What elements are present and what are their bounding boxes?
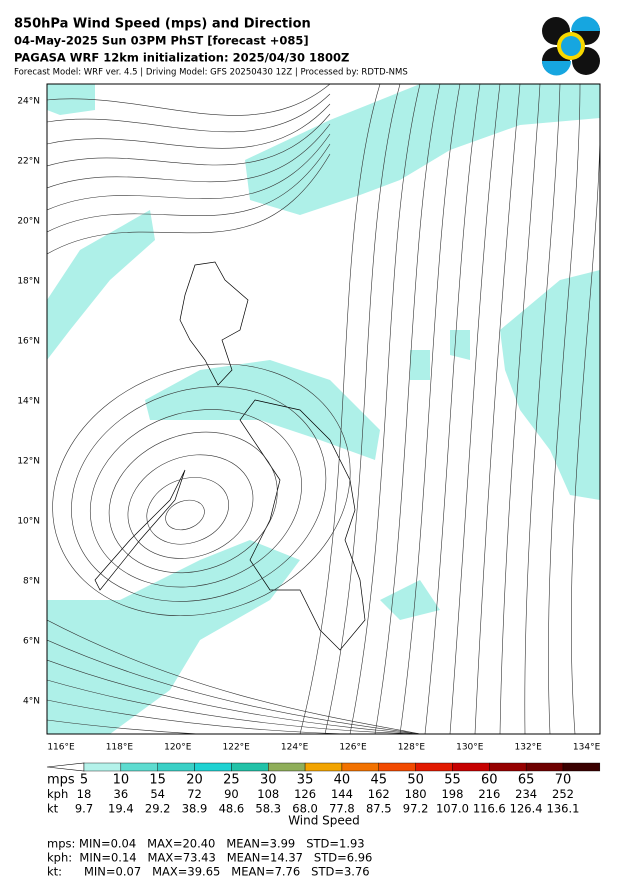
colorbar-label: 20 [186, 773, 203, 788]
lon-label: 130°E [456, 743, 484, 753]
initialization: PAGASA WRF 12km initialization: 2025/04/… [14, 51, 349, 65]
lon-label: 132°E [515, 743, 543, 753]
colorbar-segment [416, 763, 453, 771]
colorbar-extend-min [47, 763, 84, 771]
colorbar-label: 29.2 [145, 802, 171, 816]
lat-label: 4°N [23, 697, 40, 707]
map [17, 84, 601, 737]
colorbar-segment [379, 763, 416, 771]
lon-label: 126°E [339, 743, 367, 753]
colorbar-label: 116.6 [473, 802, 506, 816]
colorbar-label: 58.3 [255, 802, 281, 816]
colorbar-label: 54 [150, 787, 165, 801]
colorbar-segment [489, 763, 526, 771]
colorbar-label: 35 [297, 773, 314, 788]
colorbar-label: 70 [555, 773, 572, 788]
colorbar-title: Wind Speed [288, 814, 360, 828]
lat-label: 6°N [23, 637, 40, 647]
colorbar-segment [231, 763, 268, 771]
colorbar-label: 10 [113, 773, 130, 788]
colorbar-label: 162 [368, 787, 390, 801]
colorbar-segment [305, 763, 342, 771]
colorbar-unit: kt [47, 802, 59, 816]
colorbar-label: 108 [257, 787, 279, 801]
colorbar-label: 55 [444, 773, 461, 788]
lon-label: 116°E [47, 743, 75, 753]
lon-label: 124°E [281, 743, 309, 753]
colorbar-label: 40 [334, 773, 351, 788]
colorbar-label: 48.6 [219, 802, 245, 816]
colorbar-unit: mps [47, 773, 75, 788]
lat-label: 24°N [17, 97, 40, 107]
streamline [450, 84, 500, 734]
valid-time: 04-May-2025 Sun 03PM PhST [forecast +085… [14, 34, 309, 48]
colorbar-label: 136.1 [547, 802, 580, 816]
colorbar-label: 45 [370, 773, 387, 788]
colorbar-label: 15 [149, 773, 166, 788]
colorbar-label: 144 [331, 787, 353, 801]
colorbar-label: 90 [224, 787, 239, 801]
colorbar-label: 107.0 [436, 802, 469, 816]
lon-label: 134°E [573, 743, 601, 753]
colorbar-label: 9.7 [75, 802, 93, 816]
colorbar-label: 72 [187, 787, 202, 801]
lon-label: 122°E [223, 743, 251, 753]
lat-label: 12°N [17, 457, 40, 467]
colorbar-label: 18 [77, 787, 92, 801]
lat-label: 10°N [17, 517, 40, 527]
colorbar-label: 126.4 [510, 802, 543, 816]
colorbar-label: 50 [407, 773, 424, 788]
stats-line: mps: MIN=0.04 MAX=20.40 MEAN=3.99 STD=1.… [47, 837, 365, 851]
colorbar-label: 38.9 [182, 802, 208, 816]
streamline [425, 84, 480, 734]
colorbar-label: 5 [80, 773, 88, 788]
colorbar-label: 25 [223, 773, 240, 788]
colorbar-segment [563, 763, 600, 771]
stats-line: kph: MIN=0.14 MAX=73.43 MEAN=14.37 STD=6… [47, 851, 372, 865]
model-info: Forecast Model: WRF ver. 4.5 | Driving M… [14, 68, 408, 78]
lon-label: 128°E [398, 743, 426, 753]
colorbar-label: 252 [552, 787, 574, 801]
colorbar-segment [452, 763, 489, 771]
colorbar-segment [526, 763, 563, 771]
stats-line: kt: MIN=0.07 MAX=39.65 MEAN=7.76 STD=3.7… [47, 865, 370, 879]
lat-label: 20°N [17, 217, 40, 227]
streamline [161, 495, 208, 535]
colorbar-segment [268, 763, 305, 771]
colorbar-segment [195, 763, 232, 771]
colorbar-label: 19.4 [108, 802, 134, 816]
lat-label: 16°N [17, 337, 40, 347]
title: 850hPa Wind Speed (mps) and Direction [14, 17, 311, 32]
streamline [475, 84, 520, 734]
lat-label: 8°N [23, 577, 40, 587]
colorbar-label: 180 [405, 787, 427, 801]
logo [542, 17, 600, 76]
lat-label: 18°N [17, 277, 40, 287]
colorbar-segment [121, 763, 158, 771]
colorbar-unit: kph [47, 787, 68, 801]
colorbar-label: 65 [518, 773, 535, 788]
colorbar-label: 126 [294, 787, 316, 801]
colorbar-segment [158, 763, 195, 771]
lon-label: 120°E [164, 743, 192, 753]
colorbar-segment [84, 763, 121, 771]
colorbar-label: 87.5 [366, 802, 392, 816]
colorbar-label: 60 [481, 773, 498, 788]
colorbar-label: 234 [515, 787, 537, 801]
colorbar-label: 30 [260, 773, 277, 788]
streamline [137, 466, 238, 555]
colorbar-segment [342, 763, 379, 771]
colorbar-label: 97.2 [403, 802, 429, 816]
lat-label: 14°N [17, 397, 40, 407]
colorbar-label: 36 [114, 787, 129, 801]
colorbar-label: 216 [478, 787, 500, 801]
lat-label: 22°N [17, 157, 40, 167]
colorbar-label: 198 [441, 787, 463, 801]
lon-label: 118°E [106, 743, 134, 753]
